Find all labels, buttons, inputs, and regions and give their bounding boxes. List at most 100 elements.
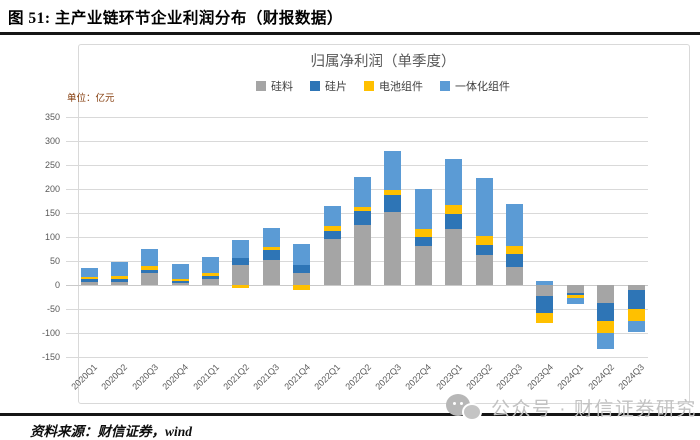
bar-segment bbox=[354, 211, 371, 226]
bar-segment bbox=[505, 204, 523, 247]
bar-segment bbox=[171, 283, 189, 285]
bar-segment bbox=[80, 282, 98, 285]
bar-segment bbox=[110, 282, 128, 285]
bar-segment bbox=[445, 228, 463, 285]
bar-segment bbox=[232, 239, 250, 258]
bar-segment bbox=[232, 285, 250, 288]
bar-segment bbox=[171, 281, 189, 284]
legend-item: 硅料 bbox=[256, 78, 293, 94]
gridline-350 bbox=[66, 117, 648, 118]
bar-segment bbox=[566, 298, 584, 304]
bar-segment bbox=[384, 150, 402, 190]
bar-segment bbox=[202, 273, 220, 277]
bar-segment bbox=[475, 177, 493, 236]
bar-segment bbox=[323, 205, 341, 226]
bar-segment bbox=[262, 249, 280, 261]
chart-frame bbox=[78, 44, 690, 404]
bar-segment bbox=[80, 279, 98, 283]
gridline--50 bbox=[66, 309, 648, 310]
bar-segment bbox=[80, 268, 98, 277]
bar-segment bbox=[536, 312, 554, 324]
figure-caption: 图 51: 主产业链环节企业利润分布（财报数据） bbox=[8, 10, 343, 27]
bar-segment bbox=[475, 235, 493, 245]
y-axis-label: -100 bbox=[41, 328, 60, 338]
bar-segment bbox=[262, 228, 280, 247]
bar-segment bbox=[536, 285, 554, 297]
y-axis-label: -50 bbox=[46, 304, 60, 314]
legend-item: 电池组件 bbox=[364, 78, 423, 94]
bar-segment bbox=[232, 264, 250, 285]
legend-swatch-icon bbox=[364, 81, 374, 91]
bar-segment bbox=[262, 260, 280, 285]
bar-segment bbox=[414, 229, 432, 237]
legend-item: 硅片 bbox=[310, 78, 347, 94]
gridline-250 bbox=[66, 165, 648, 166]
y-axis-label: 250 bbox=[44, 160, 60, 170]
bar-segment bbox=[536, 296, 554, 313]
legend-label: 硅料 bbox=[271, 81, 293, 93]
watermark: 公众号 · 财信证券研究 bbox=[446, 394, 697, 421]
bar-segment bbox=[505, 246, 523, 255]
bar-segment bbox=[293, 285, 311, 290]
bar-segment bbox=[202, 257, 220, 274]
bar-segment bbox=[536, 280, 554, 285]
y-axis-label: 150 bbox=[44, 208, 60, 218]
bar-segment bbox=[171, 263, 189, 280]
bar-segment bbox=[597, 285, 615, 304]
y-axis-label: 50 bbox=[49, 256, 60, 266]
bar-segment bbox=[141, 269, 159, 273]
chart-title: 归属净利润（单季度） bbox=[310, 54, 456, 70]
bar-segment bbox=[445, 213, 463, 229]
bar-segment bbox=[323, 238, 341, 285]
bar-segment bbox=[354, 177, 371, 207]
bar-segment bbox=[323, 230, 341, 239]
legend-item: 一体化组件 bbox=[440, 78, 510, 94]
wechat-icon bbox=[446, 394, 482, 421]
legend-swatch-icon bbox=[256, 81, 266, 91]
bar-segment bbox=[475, 244, 493, 256]
unit-label: 单位：亿元 bbox=[67, 93, 115, 104]
bar-segment bbox=[445, 158, 463, 206]
bar-segment bbox=[475, 255, 493, 285]
bar-segment bbox=[414, 246, 432, 285]
bar-segment bbox=[293, 272, 311, 285]
y-axis-label: 350 bbox=[44, 112, 60, 122]
bar-segment bbox=[566, 295, 584, 299]
bar-segment bbox=[566, 285, 584, 293]
bar-segment bbox=[627, 285, 645, 291]
source-note: 资料来源：财信证券，wind bbox=[30, 424, 193, 439]
bar-segment bbox=[262, 246, 280, 250]
bar-segment bbox=[384, 189, 402, 196]
bar-segment bbox=[141, 249, 159, 267]
legend-swatch-icon bbox=[440, 81, 450, 91]
bar-segment bbox=[80, 276, 98, 280]
legend-label: 电池组件 bbox=[379, 81, 423, 93]
bar-segment bbox=[384, 195, 402, 213]
bar-segment bbox=[384, 212, 402, 285]
y-axis-label: 200 bbox=[44, 184, 60, 194]
bar-segment bbox=[354, 225, 371, 285]
gridline-0 bbox=[66, 285, 648, 286]
legend-swatch-icon bbox=[310, 81, 320, 91]
y-axis-label: -150 bbox=[41, 352, 60, 362]
legend-label: 一体化组件 bbox=[455, 81, 510, 93]
bar-segment bbox=[141, 266, 159, 270]
gridline-300 bbox=[66, 141, 648, 142]
bar-segment bbox=[505, 254, 523, 268]
bar-segment bbox=[110, 276, 128, 280]
y-axis-label: 0 bbox=[54, 280, 60, 290]
bar-segment bbox=[110, 279, 128, 283]
bar-segment bbox=[627, 309, 645, 321]
bar-segment bbox=[232, 257, 250, 265]
bar-segment bbox=[445, 205, 463, 214]
watermark-text: 公众号 · 财信证券研究 bbox=[491, 399, 697, 420]
bottom-divider bbox=[0, 413, 700, 416]
bar-segment bbox=[202, 276, 220, 280]
legend-label: 硅片 bbox=[325, 81, 347, 93]
bar-segment bbox=[597, 321, 615, 334]
bar-segment bbox=[202, 279, 220, 285]
bar-segment bbox=[505, 267, 523, 285]
top-divider bbox=[0, 32, 700, 35]
